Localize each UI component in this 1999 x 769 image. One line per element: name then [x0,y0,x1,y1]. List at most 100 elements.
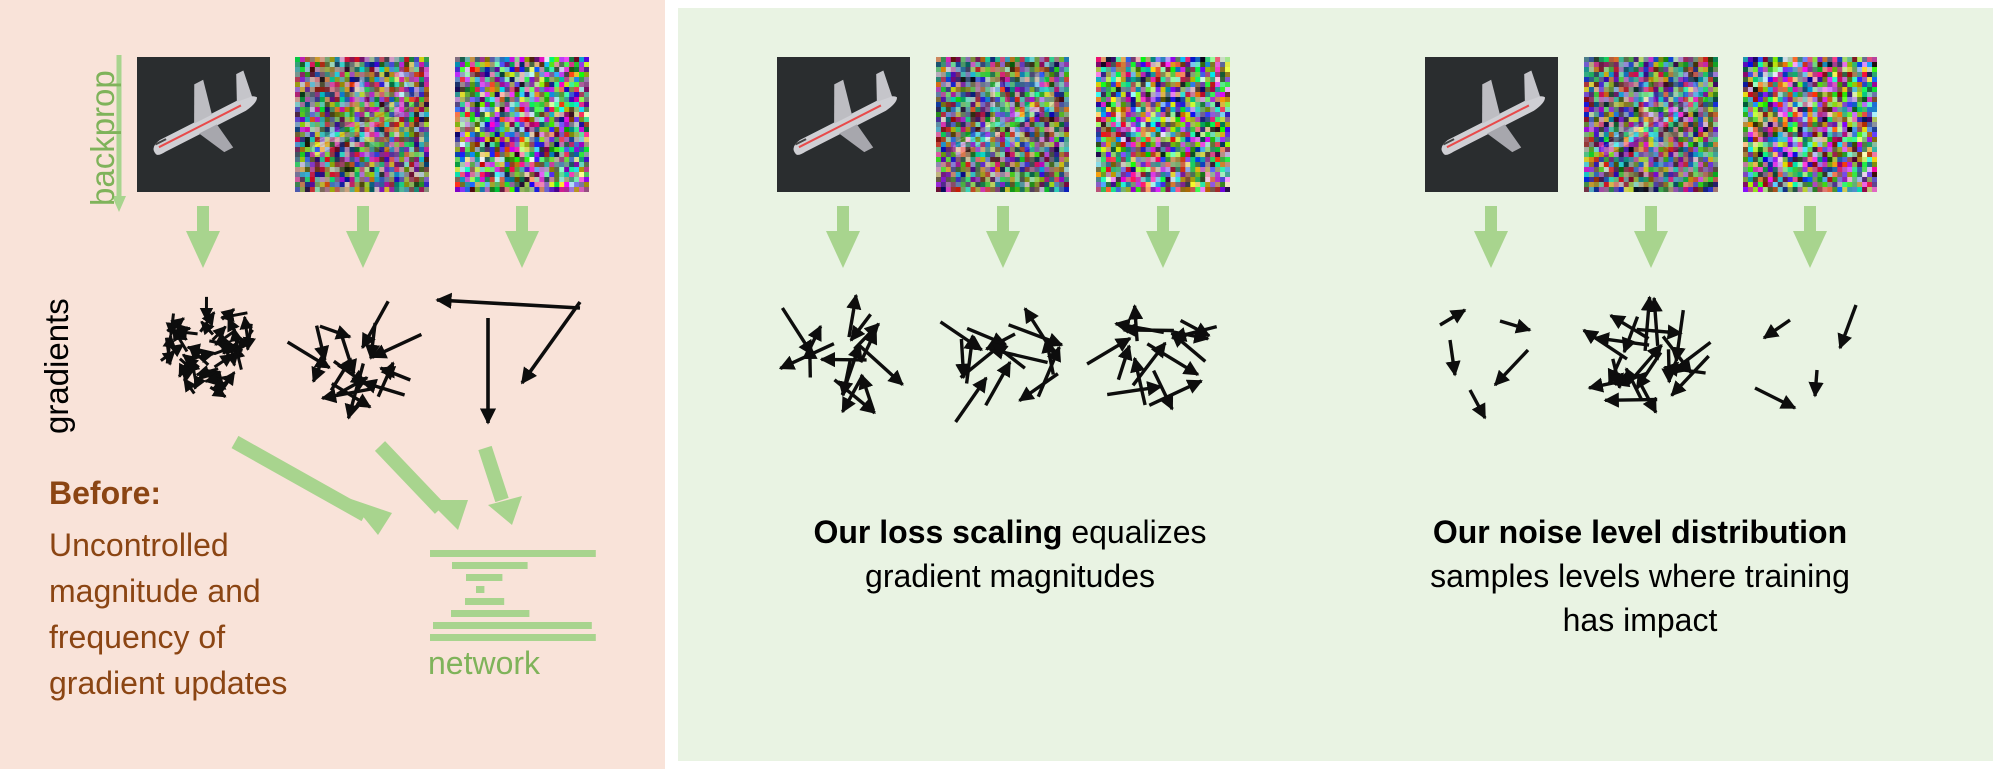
gradient-arrow [177,361,192,378]
down-arrow [986,206,1020,268]
gradient-arrow [955,338,971,380]
gradient-arrow [1635,351,1663,390]
gradient-arrow [1624,367,1644,402]
gradient-arrow [361,378,406,397]
gradient-arrow [1621,316,1640,354]
down-arrow [1474,206,1508,268]
down-arrow [1146,206,1180,268]
gradient-arrow [849,313,872,342]
gradient-arrow [1603,392,1658,408]
gradient-arrow [1667,340,1712,376]
down-arrow [826,206,860,268]
noise-caption-line3: has impact [1562,602,1718,638]
gradient-arrow [1754,386,1797,410]
before-line: Uncontrolled [49,527,229,563]
gradient-arrow [379,366,411,382]
gradient-arrow [1127,304,1144,342]
gradient-arrow [833,378,876,415]
gradient-arrow [330,382,372,409]
gradient-arrow [1670,354,1710,397]
gradient-arrow [954,376,988,423]
gradient-arrow [804,324,823,357]
gradient-arrow [194,349,215,364]
gradient-arrow [211,377,231,391]
gradient-arrow [1116,344,1133,381]
before-description: Uncontrolled magnitude and frequency of … [49,522,287,706]
down-arrow [186,206,220,268]
gradient-arrow [1762,318,1791,340]
gradient-arrow [991,342,1026,370]
gradient-arrow [1609,313,1650,341]
noise-image [455,57,589,192]
gradient-arrow [311,350,328,383]
gradient-arrow [166,317,185,333]
gradient-arrow [1493,348,1530,387]
gradient-arrow [336,376,369,396]
before-line: magnitude and [49,573,261,609]
gradient-arrow [1170,324,1218,342]
gradient-arrow [162,333,176,364]
before-line: gradient updates [49,665,288,701]
down-arrow [1634,206,1668,268]
gradient-arrow [1179,318,1211,338]
gradient-arrow [319,324,352,340]
gradient-arrow [1636,324,1683,340]
loss-caption-line2: gradient magnitudes [865,558,1155,594]
gradient-arrow [1582,328,1628,361]
gradient-arrow [1445,339,1461,377]
airplane-image-noisy [936,57,1069,192]
airplane-image-clean [1425,57,1558,192]
airplane-image-noisy [1584,57,1718,192]
gradient-arrow [1152,369,1174,411]
down-arrows [186,206,1827,268]
gradient-arrow [1121,322,1174,338]
gradient-arrow [1086,336,1132,366]
gradient-arrow [1808,369,1824,398]
gradient-arrow [199,311,216,333]
before-line: frequency of [49,619,226,655]
gradient-arrow [370,332,423,359]
gradient-arrow [1837,304,1858,350]
gradient-arrow [859,328,878,364]
gradient-arrow [195,364,219,378]
gradient-arrow [1130,356,1147,406]
gradient-arrow [1661,349,1677,384]
noise-caption-line2: samples levels where training [1430,558,1850,594]
down-arrow [505,206,539,268]
noise-image [1096,57,1230,192]
gradient-arrow [1640,295,1657,352]
gradient-arrow [846,293,862,338]
gradient-arrow [1593,332,1650,348]
gradient-arrow [173,325,198,340]
gradient-arrow [1499,318,1532,334]
gradient-arrow [182,377,197,395]
gradient-arrow [1148,379,1203,407]
gradient-arrows [160,292,1858,425]
gradient-arrow [213,353,235,369]
gradient-arrow [1661,335,1693,374]
down-arrow [346,206,380,268]
gradient-arrow [1008,323,1064,348]
gradient-arrow [1146,342,1200,377]
network-label: network [428,645,541,681]
noise-image [1743,57,1877,192]
gradient-arrow [780,307,814,356]
gradient-arrow [214,343,238,357]
gradient-arrow [435,292,581,310]
gradient-arrow [1018,372,1059,402]
network-icon [430,550,596,641]
gradient-arrow [1647,296,1663,347]
gradient-arrow [819,351,867,368]
airplane-image-noisy [295,57,429,192]
gradient-arrow [211,325,227,342]
gradient-arrow [1106,381,1163,397]
gradient-arrow [160,343,185,362]
loss-caption-rest: equalizes [1062,514,1207,550]
before-title: Before: [49,475,162,511]
gradient-arrow [988,344,1048,365]
gradient-arrow [984,360,1012,407]
gradient-arrow [1036,345,1061,398]
gradient-arrow [220,308,236,323]
gradient-arrow [520,300,582,385]
